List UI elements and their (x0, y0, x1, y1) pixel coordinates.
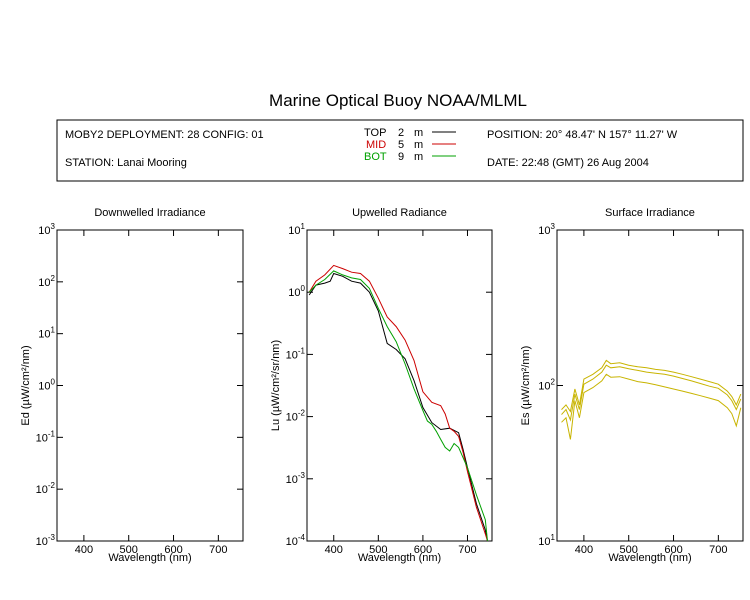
panel-title: Surface Irradiance (605, 207, 695, 219)
y-tick-label: 102 (538, 378, 555, 393)
series-line-top (308, 272, 488, 542)
legend-top-name: TOP (364, 127, 386, 139)
x-tick-label: 600 (414, 544, 432, 556)
position-text: POSITION: 20° 48.47' N 157° 11.27' W (487, 129, 678, 141)
panel-surface-irradiance: Surface Irradiance 400 500 600 700 Wavelength… (520, 207, 744, 564)
series-line-es-2 (561, 364, 742, 422)
legend-mid-name: MID (366, 139, 386, 151)
x-axis-label: Wavelength (nm) (358, 552, 441, 564)
legend-mid-unit: m (414, 139, 423, 151)
panel-downwelled-irradiance: Downwelled Irradiance 400 500 600 700 Wavelen… (20, 207, 244, 564)
legend-bot-depth: 9 (398, 151, 404, 163)
x-tick-label: 500 (620, 544, 638, 556)
x-axis-label: Wavelength (nm) (108, 552, 191, 564)
figure-title: Marine Optical Buoy NOAA/MLML (269, 91, 527, 110)
panel-upwelled-radiance: Upwelled Radiance 400 500 600 700 Wavelength … (270, 207, 493, 564)
x-tick-label: 400 (325, 544, 343, 556)
date-text: DATE: 22:48 (GMT) 26 Aug 2004 (487, 157, 649, 169)
panel-title: Downwelled Irradiance (94, 207, 205, 219)
plot-frame (56, 229, 244, 542)
legend-top-depth: 2 (398, 127, 404, 139)
depth-legend: TOP 2 m MID 5 m BOT 9 m (364, 127, 456, 163)
y-tick-label: 101 (38, 326, 55, 341)
info-panel: MOBY2 DEPLOYMENT: 28 CONFIG: 01 STATION:… (56, 119, 744, 182)
y-tick-label: 103 (538, 222, 555, 237)
legend-mid-depth: 5 (398, 139, 404, 151)
x-tick-label: 600 (664, 544, 682, 556)
y-tick-label: 10-1 (286, 346, 306, 361)
y-tick-label: 10-3 (36, 533, 56, 548)
legend-top-unit: m (414, 127, 423, 139)
deployment-text: MOBY2 DEPLOYMENT: 28 CONFIG: 01 (65, 129, 264, 141)
x-tick-label: 700 (709, 544, 727, 556)
y-tick-label: 10-2 (286, 409, 306, 424)
x-tick-label: 500 (120, 544, 138, 556)
legend-bot-unit: m (414, 151, 423, 163)
y-tick-label: 100 (38, 378, 55, 393)
series-line-bot (308, 270, 488, 542)
plot-frame (306, 229, 493, 542)
info-box (56, 119, 744, 182)
x-tick-label: 400 (575, 544, 593, 556)
y-tick-label: 10-2 (36, 481, 56, 496)
y-tick-label: 101 (538, 533, 555, 548)
panel-title: Upwelled Radiance (352, 207, 447, 219)
series-line-es-3 (561, 373, 742, 440)
station-text: STATION: Lanai Mooring (65, 157, 187, 169)
x-tick-label: 700 (458, 544, 476, 556)
y-axis-label: Ed (µW/cm²/nm) (20, 345, 32, 425)
y-tick-label: 103 (38, 222, 55, 237)
legend-bot-name: BOT (364, 151, 387, 163)
x-tick-label: 700 (209, 544, 227, 556)
plot-frame (556, 229, 744, 542)
x-tick-label: 400 (75, 544, 93, 556)
panels: Downwelled Irradiance 400 500 600 700 Wavelen… (20, 207, 744, 564)
y-tick-label: 10-4 (286, 533, 306, 548)
series-line-mid (308, 264, 488, 542)
y-tick-label: 10-3 (286, 471, 306, 486)
x-axis-label: Wavelength (nm) (608, 552, 691, 564)
y-tick-label: 101 (288, 222, 305, 237)
y-axis-label: Lu (µW/cm²/sr/nm) (270, 340, 282, 431)
y-tick-label: 102 (38, 274, 55, 289)
x-tick-label: 500 (369, 544, 387, 556)
y-tick-label: 100 (288, 284, 305, 299)
series-line-es-1 (561, 359, 742, 413)
y-tick-label: 10-1 (36, 429, 56, 444)
x-tick-label: 600 (164, 544, 182, 556)
y-axis-label: Es (µW/cm²/nm) (520, 346, 532, 426)
